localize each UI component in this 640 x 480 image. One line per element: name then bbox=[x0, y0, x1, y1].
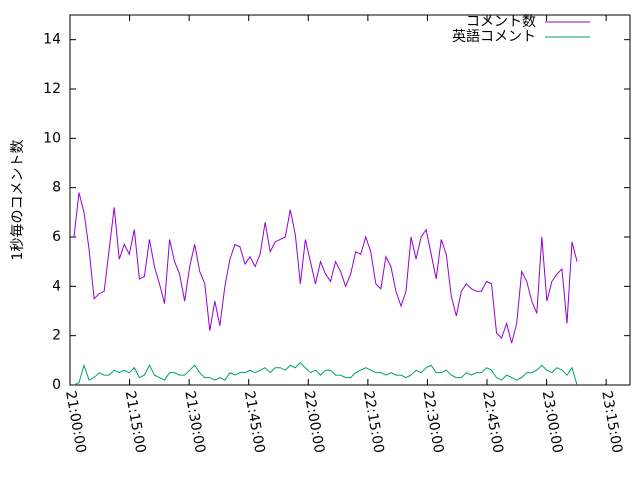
plot-border bbox=[69, 14, 631, 386]
y-tick-label: 2 bbox=[52, 328, 61, 344]
x-tick-label: 22:00:00 bbox=[300, 390, 327, 455]
x-tick-label: 21:45:00 bbox=[241, 390, 268, 455]
legend-label: コメント数 bbox=[466, 14, 536, 30]
y-tick-label: 8 bbox=[52, 180, 61, 196]
series-line bbox=[73, 362, 578, 386]
y-axis-label: 1秒毎のコメント数 bbox=[10, 140, 26, 261]
x-tick-label: 21:00:00 bbox=[62, 390, 89, 455]
x-tick-label: 23:00:00 bbox=[539, 390, 566, 455]
y-tick-label: 4 bbox=[52, 278, 61, 294]
x-tick-label: 22:15:00 bbox=[360, 390, 387, 455]
y-tick-label: 6 bbox=[52, 229, 61, 245]
x-tick-label: 23:15:00 bbox=[598, 390, 625, 455]
y-tick-label: 12 bbox=[43, 81, 61, 97]
x-tick-label: 21:30:00 bbox=[181, 390, 208, 455]
series-line bbox=[73, 192, 578, 344]
x-tick-label: 21:15:00 bbox=[122, 390, 149, 455]
legend-label: 英語コメント bbox=[452, 28, 536, 45]
y-tick-label: 14 bbox=[43, 32, 61, 48]
y-tick-label: 10 bbox=[43, 130, 61, 146]
x-tick-label: 22:45:00 bbox=[479, 390, 506, 455]
y-tick-label: 0 bbox=[52, 377, 61, 393]
x-tick-label: 22:30:00 bbox=[420, 390, 447, 455]
